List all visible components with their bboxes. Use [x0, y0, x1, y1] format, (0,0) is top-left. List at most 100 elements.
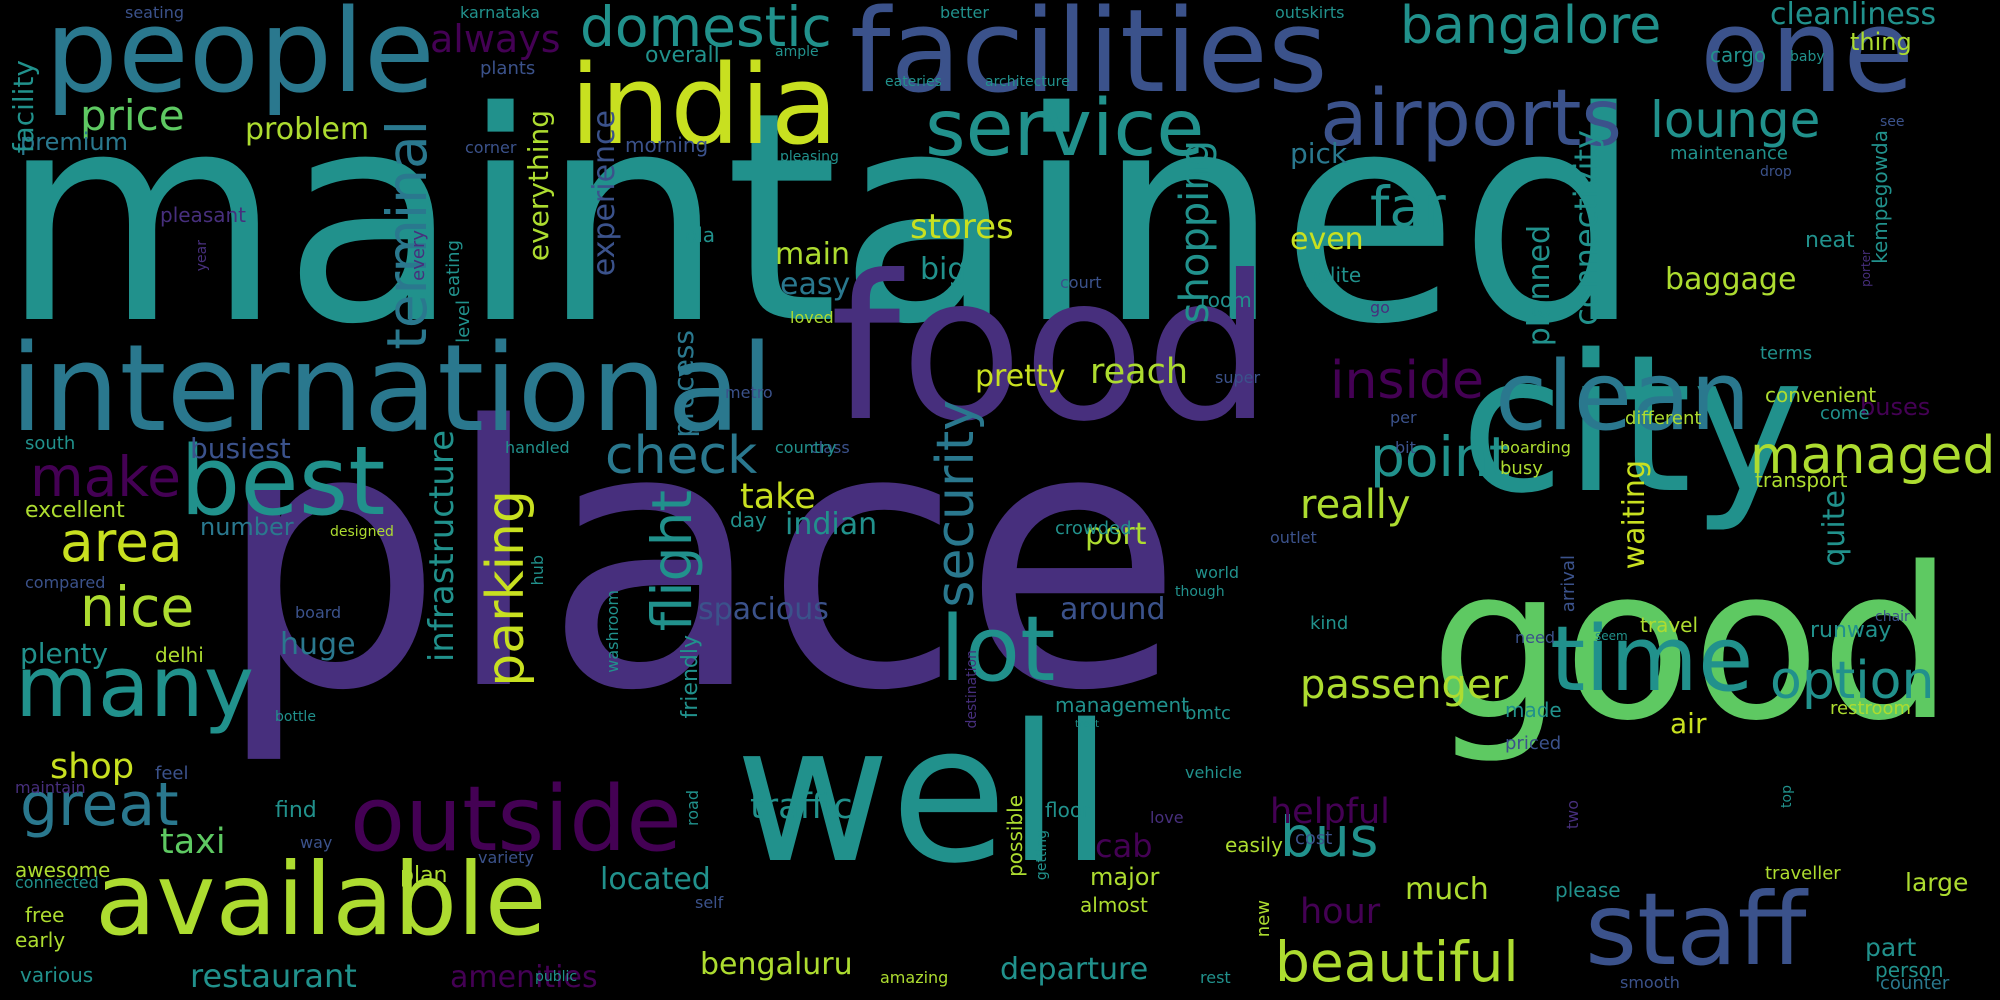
word-two: two	[1563, 800, 1582, 830]
word-per: per	[1390, 408, 1417, 427]
word-class: class	[810, 438, 850, 457]
word-outskirts: outskirts	[1275, 3, 1345, 22]
word-delhi: delhi	[155, 643, 204, 667]
word-rest: rest	[1200, 968, 1231, 987]
word-public: public	[535, 969, 578, 985]
word-maintenance: maintenance	[1670, 143, 1788, 164]
word-restroom: restroom	[1830, 698, 1912, 719]
word-bottle: bottle	[275, 709, 316, 725]
word-always: always	[430, 17, 561, 61]
word-seem: seem	[1595, 629, 1628, 643]
word-eating: eating	[443, 240, 464, 297]
word-eateries: eateries	[885, 74, 942, 90]
word-new: new	[1253, 900, 1274, 938]
word-baggage: baggage	[1665, 262, 1797, 297]
word-great: great	[20, 770, 179, 840]
word-maintain: maintain	[15, 778, 86, 797]
word-designed: designed	[330, 524, 394, 540]
word-quite: quite	[1817, 490, 1852, 567]
word-point: point	[1370, 425, 1511, 489]
word-really: really	[1300, 482, 1411, 528]
word-cargo: cargo	[1710, 43, 1767, 67]
word-outlet: outlet	[1270, 528, 1317, 547]
word-domestic: domestic	[580, 0, 832, 59]
word-excellent: excellent	[25, 498, 125, 523]
word-bit: bit	[1395, 438, 1416, 457]
word-convenient: convenient	[1765, 383, 1877, 407]
word-outside: outside	[350, 767, 682, 872]
word-big: big	[920, 252, 967, 287]
word-board: board	[295, 603, 342, 622]
word-ola: ola	[685, 223, 716, 247]
word-priced: priced	[1505, 733, 1562, 754]
word-runway: runway	[1810, 618, 1892, 643]
word-plan: plan	[400, 863, 448, 888]
word-free: free	[25, 903, 65, 927]
word-place: place	[215, 350, 1184, 769]
word-metro: metro	[725, 383, 773, 402]
word-even: even	[1290, 222, 1364, 257]
word-porter: porter	[1859, 250, 1873, 287]
word-part: part	[1865, 933, 1917, 962]
word-drop: drop	[1760, 164, 1792, 180]
word-international: international	[10, 320, 774, 459]
word-architecture: architecture	[985, 74, 1070, 90]
word-country: country	[775, 438, 837, 457]
word-find: find	[275, 798, 317, 823]
word-available: available	[95, 841, 547, 958]
word-india: india	[570, 41, 839, 169]
word-best: best	[180, 427, 386, 537]
word-cost: cost	[1295, 828, 1333, 849]
word-large: large	[1905, 868, 1969, 897]
word-airports: airports	[1320, 74, 1623, 164]
word-crowded: crowded	[1055, 518, 1132, 539]
word-baby: baby	[1790, 49, 1825, 65]
word-pretty: pretty	[975, 359, 1066, 394]
word-air: air	[1670, 707, 1707, 740]
word-parking: parking	[476, 490, 536, 687]
word-go: go	[1370, 298, 1390, 317]
word-person: person	[1875, 958, 1944, 982]
word-city: city	[1460, 314, 1805, 535]
word-many: many	[15, 638, 255, 737]
word-variety: variety	[478, 848, 534, 867]
word-departure: departure	[1000, 952, 1149, 987]
word-taxi: taxi	[160, 822, 226, 862]
word-arrival: arrival	[1558, 555, 1579, 613]
word-pleasing: pleasing	[780, 149, 839, 165]
word-chair: chair	[1875, 609, 1910, 625]
word-come: come	[1820, 403, 1870, 424]
word-compared: compared	[25, 573, 106, 592]
word-restaurant: restaurant	[190, 957, 357, 995]
word-maintained: maintained	[0, 51, 1643, 388]
word-karnataka: karnataka	[460, 3, 540, 22]
word-main: main	[775, 237, 850, 272]
word-top: top	[1779, 785, 1795, 808]
word-food: food	[830, 233, 1273, 466]
word-polite: polite	[1305, 263, 1362, 287]
word-every: every	[408, 230, 429, 281]
word-though: though	[1175, 584, 1225, 600]
word-lounge: lounge	[1650, 91, 1821, 149]
word-check: check	[605, 426, 758, 486]
word-cab: cab	[1095, 827, 1153, 865]
word-handled: handled	[505, 438, 570, 457]
word-neat: neat	[1805, 228, 1855, 253]
word-infrastructure: infrastructure	[422, 430, 462, 663]
word-amazing: amazing	[880, 968, 949, 987]
word-boarding: boarding	[1500, 438, 1571, 457]
word-much: much	[1405, 872, 1489, 907]
word-major: major	[1090, 863, 1160, 891]
word-day: day	[730, 508, 767, 532]
word-helpful: helpful	[1270, 792, 1390, 832]
word-seating: seating	[125, 3, 184, 22]
word-terms: terms	[1760, 343, 1813, 364]
word-indian: indian	[785, 507, 878, 542]
word-easily: easily	[1225, 833, 1283, 857]
word-experience: experience	[587, 110, 622, 277]
word-various: various	[20, 963, 94, 987]
word-need: need	[1515, 628, 1555, 647]
word-connectivity: connectivity	[1567, 130, 1605, 326]
word-service: service	[925, 84, 1205, 174]
word-option: option	[1770, 651, 1935, 711]
